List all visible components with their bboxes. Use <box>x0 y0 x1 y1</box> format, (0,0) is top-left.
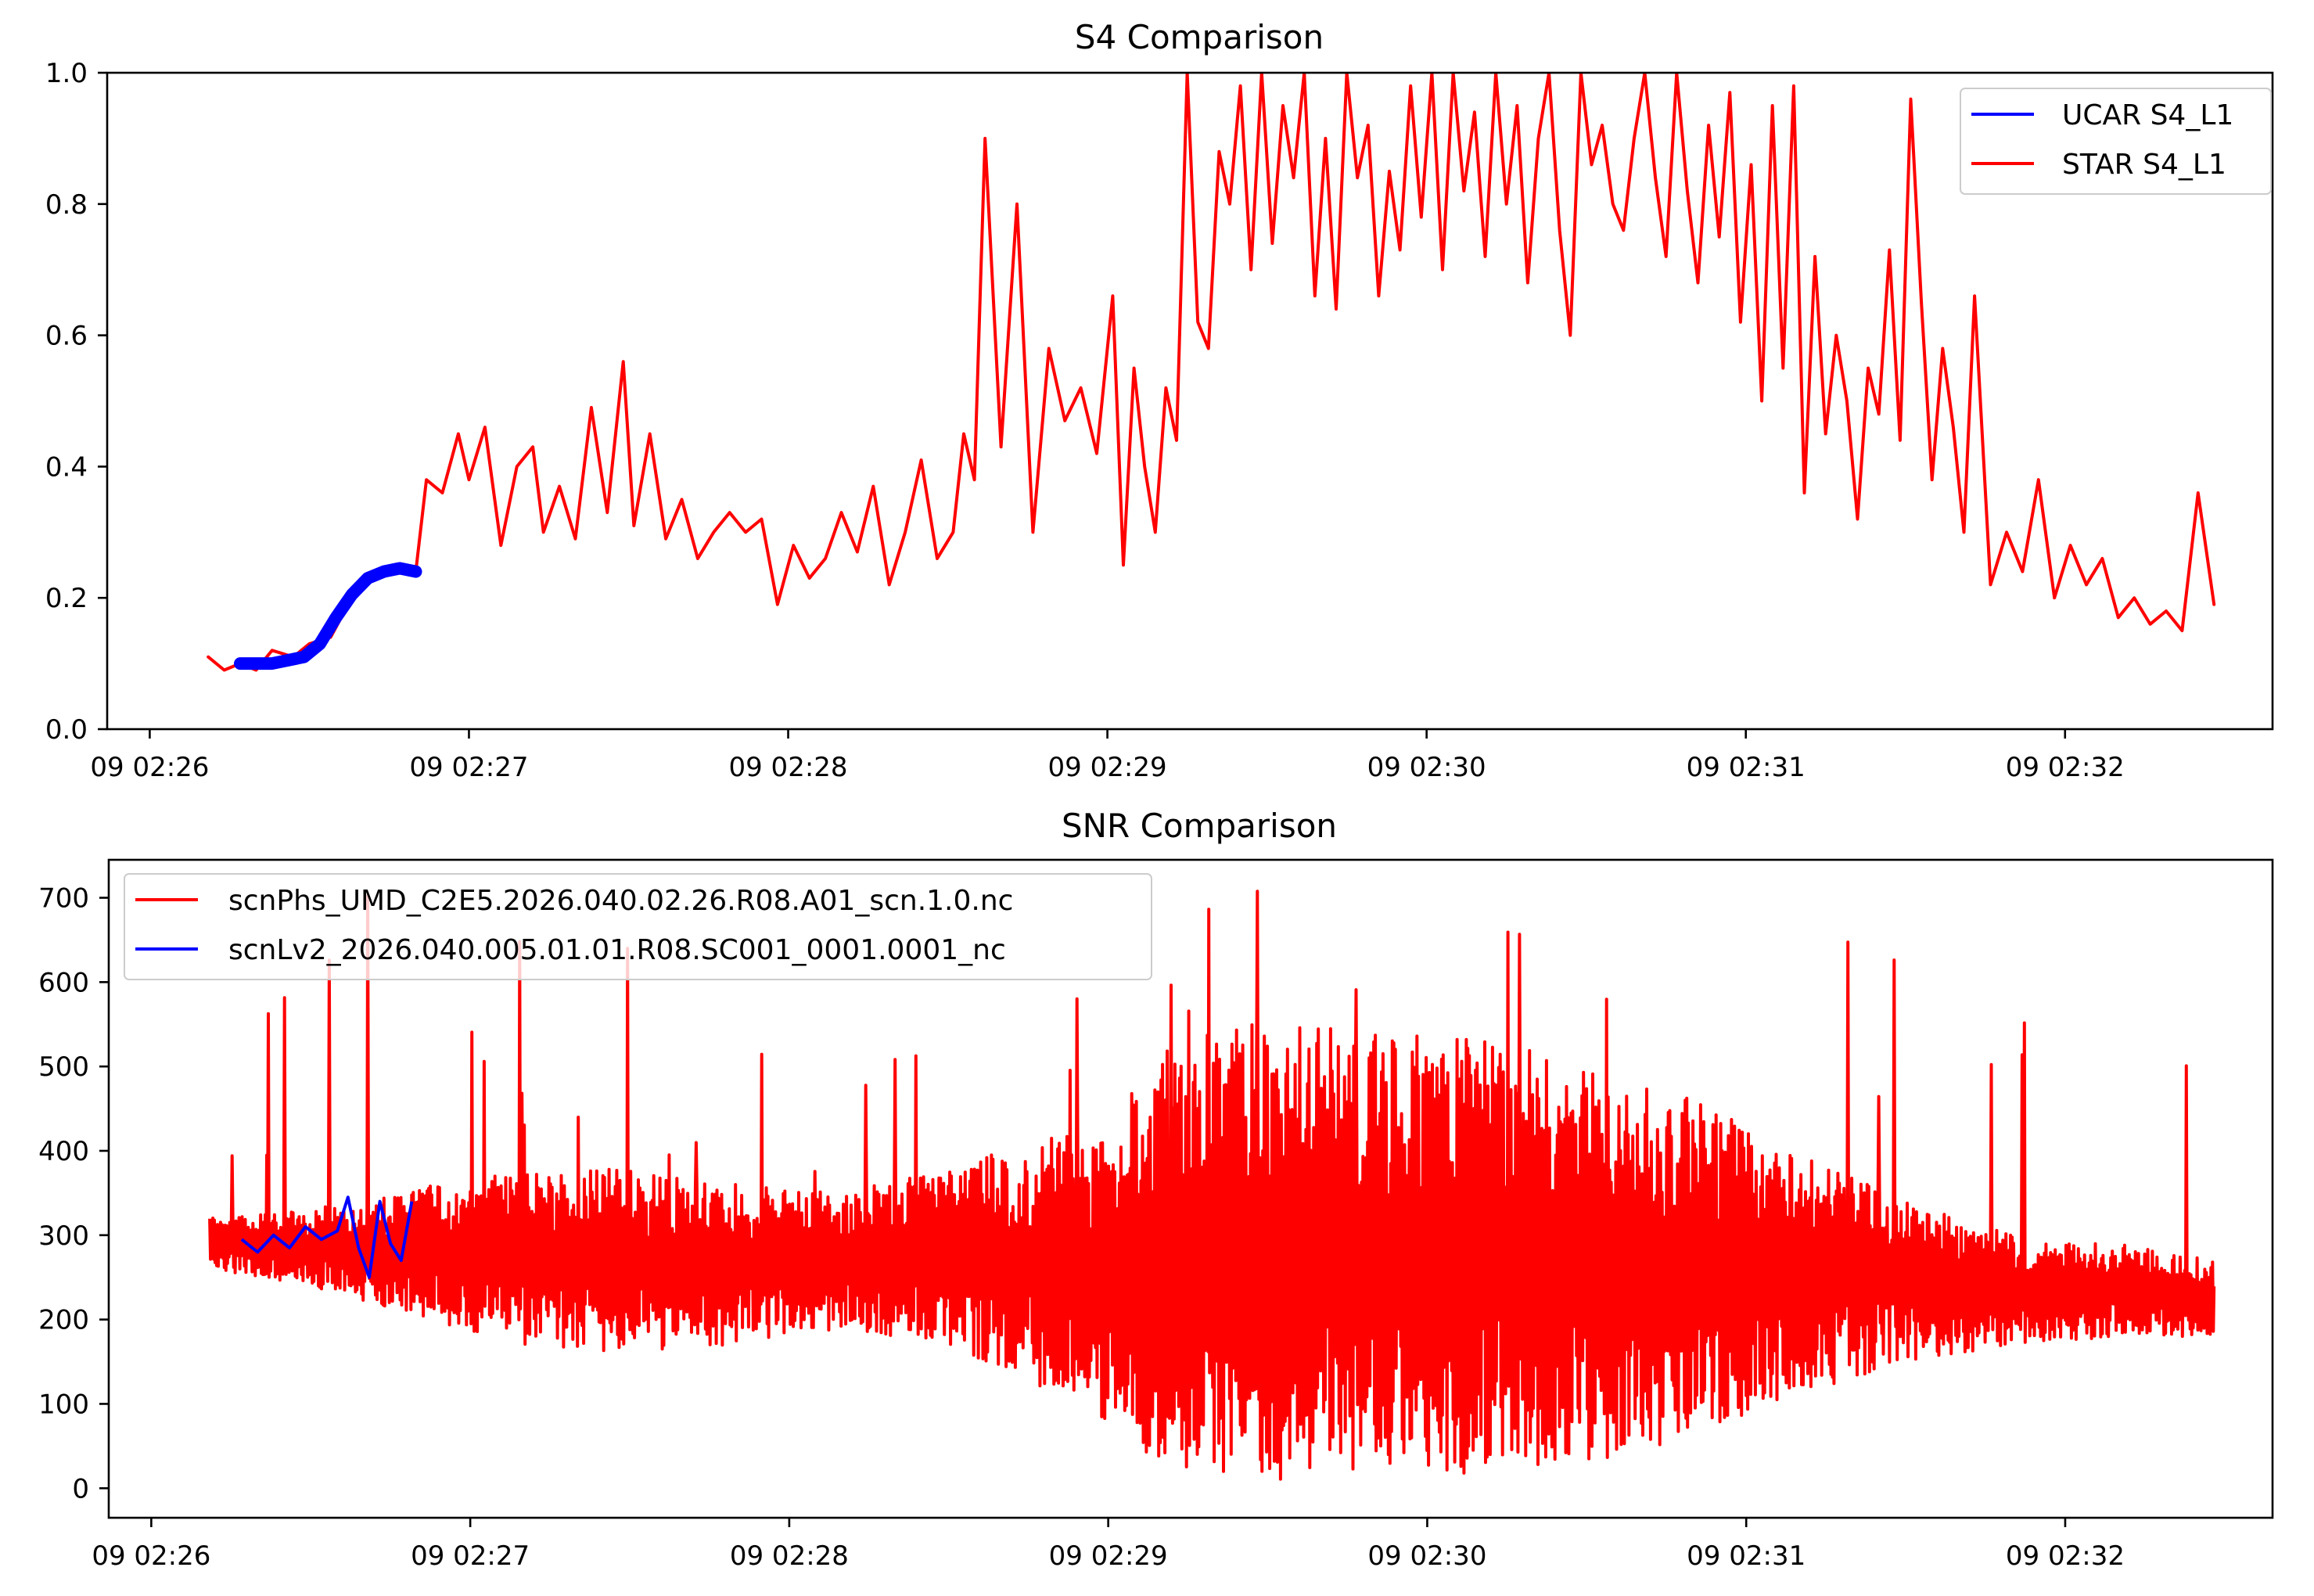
snr-y-tick-label: 300 <box>38 1220 89 1252</box>
snr-y-tick-label: 600 <box>38 967 89 998</box>
snr-x-tick-label: 09 02:32 <box>2006 1540 2125 1572</box>
s4-y-tick-label: 0.0 <box>45 714 88 746</box>
legend-label-star: STAR S4_L1 <box>2062 149 2226 181</box>
snr-y-tick-label: 400 <box>38 1136 89 1167</box>
series-line-lv2 <box>240 1195 414 1279</box>
s4-plot-area <box>207 73 2216 672</box>
series-line-umd <box>208 890 2216 1481</box>
snr-y-tick-label: 200 <box>38 1305 89 1336</box>
snr-y-axis: 0 100 200 300 400 500 600 700 <box>38 883 109 1504</box>
s4-chart-title: S4 Comparison <box>1075 18 1324 56</box>
snr-legend-box <box>124 873 1152 980</box>
snr-y-tick-label: 100 <box>38 1389 89 1420</box>
snr-chart: SNR Comparison 09 02:26 09 02:27 09 02:28 0… <box>38 807 2274 1572</box>
snr-legend: scnPhs_UMD_C2E5.2026.040.02.26.R08.A01_s… <box>124 873 1152 980</box>
snr-x-tick-label: 09 02:27 <box>411 1540 530 1572</box>
series-line-ucar <box>234 562 422 670</box>
snr-y-tick-label: 700 <box>38 883 89 915</box>
snr-x-axis: 09 02:26 09 02:27 09 02:28 09 02:29 09 02:30… <box>92 1518 2125 1572</box>
snr-plot-area <box>208 890 2216 1481</box>
s4-x-tick-label: 09 02:31 <box>1687 752 1806 783</box>
snr-x-tick-label: 09 02:29 <box>1049 1540 1168 1572</box>
s4-y-tick-label: 0.6 <box>45 321 88 352</box>
s4-y-axis: 0.0 0.2 0.4 0.6 0.8 1.0 <box>45 58 107 746</box>
snr-y-tick-label: 0 <box>72 1473 89 1504</box>
series-line-star <box>207 73 2216 672</box>
s4-x-tick-label: 09 02:30 <box>1367 752 1486 783</box>
snr-x-tick-label: 09 02:31 <box>1687 1540 1806 1572</box>
s4-x-tick-label: 09 02:32 <box>2006 752 2125 783</box>
legend-label-umd: scnPhs_UMD_C2E5.2026.040.02.26.R08.A01_s… <box>228 885 1013 917</box>
snr-y-tick-label: 500 <box>38 1051 89 1083</box>
s4-x-tick-label: 09 02:28 <box>728 752 847 783</box>
snr-x-tick-label: 09 02:28 <box>730 1540 849 1572</box>
legend-label-ucar: UCAR S4_L1 <box>2062 99 2233 131</box>
s4-legend-box <box>1960 88 2272 195</box>
s4-chart: S4 Comparison 09 02:26 09 02:27 09 02:28 09… <box>45 18 2274 783</box>
s4-x-tick-label: 09 02:26 <box>90 752 209 783</box>
snr-x-tick-label: 09 02:30 <box>1367 1540 1486 1572</box>
s4-x-axis: 09 02:26 09 02:27 09 02:28 09 02:29 09 02:30… <box>90 729 2125 783</box>
legend-label-lv2: scnLv2_2026.040.005.01.01.R08.SC001_0001… <box>228 934 1006 966</box>
s4-x-tick-label: 09 02:29 <box>1048 752 1167 783</box>
s4-axes-frame <box>106 71 2274 731</box>
snr-axes-frame <box>107 858 2274 1519</box>
snr-x-tick-label: 09 02:26 <box>92 1540 210 1572</box>
s4-legend: UCAR S4_L1 STAR S4_L1 <box>1960 88 2272 195</box>
s4-y-tick-label: 0.2 <box>45 583 88 614</box>
s4-x-tick-label: 09 02:27 <box>409 752 528 783</box>
s4-y-tick-label: 1.0 <box>45 58 88 89</box>
s4-y-tick-label: 0.8 <box>45 189 88 221</box>
snr-chart-title: SNR Comparison <box>1062 807 1337 845</box>
s4-y-tick-label: 0.4 <box>45 451 88 483</box>
